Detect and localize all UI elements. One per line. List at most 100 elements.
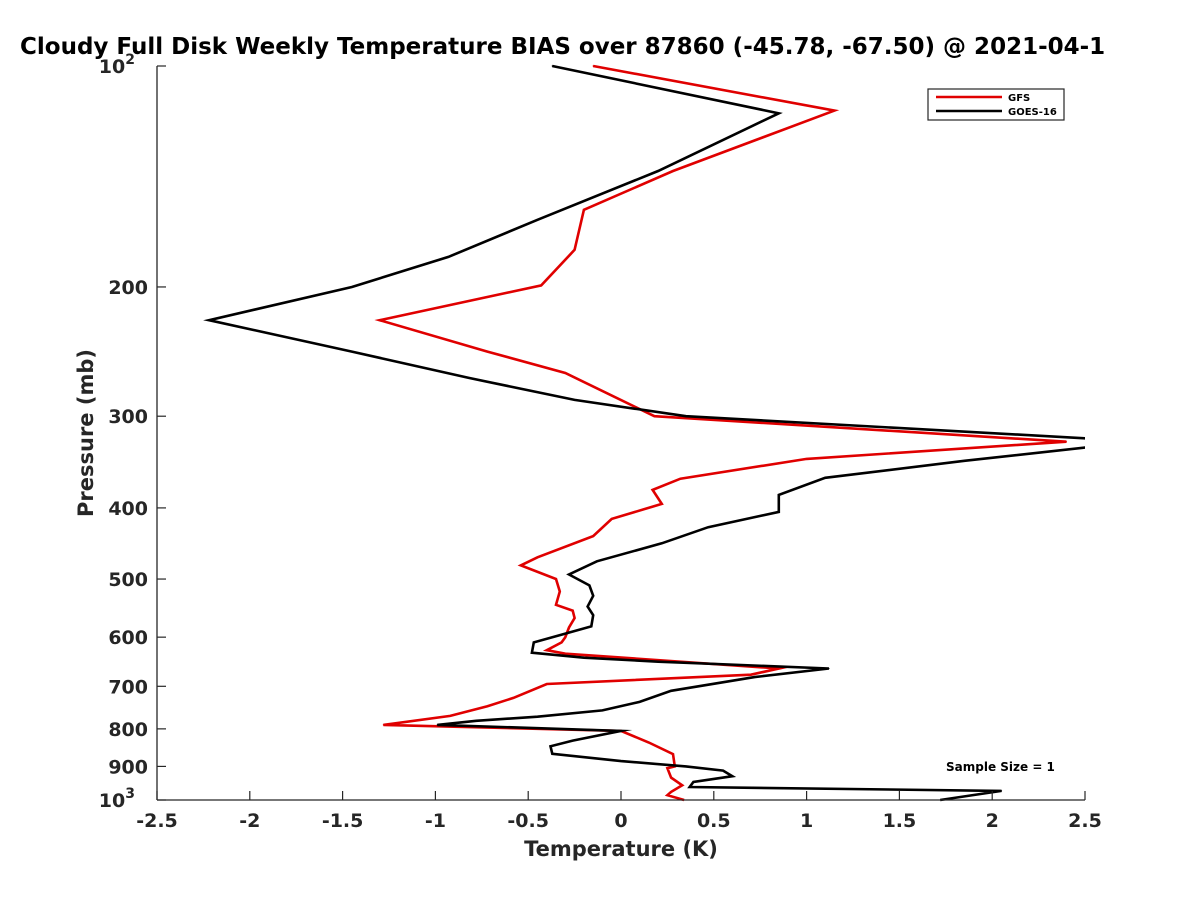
y-tick-label: 200 bbox=[108, 277, 148, 299]
data-point-gfs-13 bbox=[652, 489, 654, 491]
data-point-gfs-9 bbox=[653, 415, 656, 417]
data-point-goes-16-42 bbox=[620, 760, 622, 762]
data-point-goes-16-4 bbox=[447, 256, 449, 258]
data-point-goes-16-32 bbox=[670, 690, 672, 692]
data-point-goes-16-7 bbox=[351, 351, 353, 353]
series-line-goes-16 bbox=[203, 64, 1085, 802]
data-point-gfs-44 bbox=[666, 794, 669, 796]
series-line-gfs bbox=[374, 64, 1067, 802]
data-point-gfs-30 bbox=[750, 674, 752, 676]
x-tick-label: -1.5 bbox=[322, 810, 364, 832]
data-point-gfs-7 bbox=[486, 351, 488, 353]
data-point-gfs-17 bbox=[536, 556, 539, 558]
data-point-gfs-21 bbox=[555, 604, 557, 606]
data-point-gfs-22 bbox=[572, 610, 574, 612]
data-point-gfs-4 bbox=[574, 249, 576, 251]
data-point-gfs-10 bbox=[1065, 441, 1067, 443]
data-point-goes-16-9 bbox=[574, 399, 576, 401]
x-ticks: -2.5 -2 -1.5 -1 -0.5 0 0.5 1 1.5 2 2.5 bbox=[136, 791, 1102, 832]
data-point-goes-16-21 bbox=[588, 584, 591, 587]
data-point-gfs-43 bbox=[670, 791, 672, 793]
data-point-goes-16-25 bbox=[590, 625, 592, 628]
x-tick-label: -2.5 bbox=[136, 810, 178, 832]
data-point-gfs-23 bbox=[574, 617, 576, 619]
legend-goes16-label: GOES-16 bbox=[1008, 107, 1057, 118]
x-tick-label: 0 bbox=[614, 810, 627, 832]
legend: GFS GOES-16 bbox=[927, 88, 1065, 121]
data-point-goes-16-22 bbox=[592, 595, 594, 597]
sample-size-annotation: Sample Size = 1 bbox=[946, 760, 1055, 774]
data-point-goes-16-18 bbox=[661, 542, 663, 544]
data-point-goes-16-45 bbox=[731, 775, 734, 777]
data-point-goes-16-20 bbox=[568, 573, 570, 576]
data-point-gfs-14 bbox=[661, 503, 663, 505]
y-axis-label: Pressure (mb) bbox=[74, 349, 98, 517]
data-point-goes-16-19 bbox=[596, 560, 598, 562]
data-point-gfs-35 bbox=[382, 724, 384, 726]
data-point-gfs-34 bbox=[449, 715, 451, 717]
y-tick-label: 700 bbox=[108, 676, 148, 698]
data-point-goes-16-23 bbox=[587, 605, 589, 608]
data-point-goes-16-35 bbox=[536, 716, 539, 718]
data-point-goes-16-39 bbox=[572, 740, 574, 742]
legend-gfs-label: GFS bbox=[1008, 93, 1030, 104]
data-point-gfs-11 bbox=[806, 458, 808, 460]
x-tick-label: 1.5 bbox=[883, 810, 917, 832]
data-point-goes-16-14 bbox=[824, 477, 826, 479]
data-point-gfs-37 bbox=[648, 741, 650, 744]
data-point-gfs-0 bbox=[592, 65, 594, 67]
data-point-goes-16-37 bbox=[436, 724, 438, 726]
data-point-goes-16-31 bbox=[754, 676, 756, 678]
data-point-goes-16-2 bbox=[657, 170, 659, 172]
data-point-gfs-42 bbox=[681, 784, 683, 786]
data-point-gfs-5 bbox=[540, 284, 542, 286]
y-tick-label: 400 bbox=[108, 498, 148, 520]
data-point-gfs-41 bbox=[670, 777, 672, 779]
data-point-goes-16-40 bbox=[549, 745, 552, 747]
data-point-goes-16-34 bbox=[601, 709, 604, 712]
data-point-gfs-38 bbox=[672, 753, 674, 755]
data-point-gfs-32 bbox=[512, 697, 515, 699]
data-point-goes-16-8 bbox=[468, 377, 470, 379]
x-tick-label: 0.5 bbox=[697, 810, 731, 832]
data-point-goes-16-5 bbox=[351, 286, 353, 288]
x-tick-label: -2 bbox=[239, 810, 260, 832]
data-point-goes-16-28 bbox=[583, 657, 585, 659]
y-tick-label: 103 bbox=[99, 786, 135, 812]
data-point-gfs-12 bbox=[679, 478, 682, 480]
data-point-goes-16-48 bbox=[1000, 790, 1003, 792]
data-point-goes-16-38 bbox=[620, 730, 622, 732]
data-point-gfs-16 bbox=[592, 535, 594, 537]
data-point-goes-16-36 bbox=[475, 720, 477, 722]
data-point-gfs-15 bbox=[611, 518, 613, 520]
data-point-goes-16-24 bbox=[592, 614, 594, 616]
data-point-gfs-24 bbox=[568, 626, 570, 629]
data-point-goes-16-15 bbox=[778, 494, 780, 496]
x-tick-label: 1 bbox=[800, 810, 813, 832]
legend-box bbox=[927, 88, 1065, 121]
data-point-gfs-6 bbox=[379, 319, 381, 321]
data-point-gfs-28 bbox=[564, 653, 566, 655]
data-point-gfs-27 bbox=[546, 649, 548, 651]
data-point-gfs-40 bbox=[666, 767, 669, 769]
data-point-goes-16-33 bbox=[639, 701, 641, 703]
chart-title: Cloudy Full Disk Weekly Temperature BIAS… bbox=[20, 34, 1105, 60]
x-tick-label: 2.5 bbox=[1068, 810, 1102, 832]
x-axis-label: Temperature (K) bbox=[524, 837, 718, 861]
y-tick-label: 500 bbox=[108, 569, 148, 591]
y-tick-label: 300 bbox=[108, 406, 148, 428]
y-tick-label: 102 bbox=[99, 52, 135, 78]
data-point-gfs-31 bbox=[546, 683, 548, 685]
data-point-goes-16-44 bbox=[722, 770, 724, 772]
x-tick-label: -0.5 bbox=[507, 810, 549, 832]
data-point-gfs-8 bbox=[564, 372, 566, 374]
data-point-gfs-25 bbox=[564, 636, 566, 638]
y-ticks: 102 200 300 400 500 600 700 800 900 103 bbox=[99, 52, 166, 812]
data-point-gfs-33 bbox=[486, 705, 488, 707]
data-point-goes-16-29 bbox=[657, 661, 659, 663]
data-point-gfs-18 bbox=[520, 564, 522, 567]
data-point-goes-16-30 bbox=[828, 667, 830, 670]
x-tick-label: 2 bbox=[986, 810, 999, 832]
